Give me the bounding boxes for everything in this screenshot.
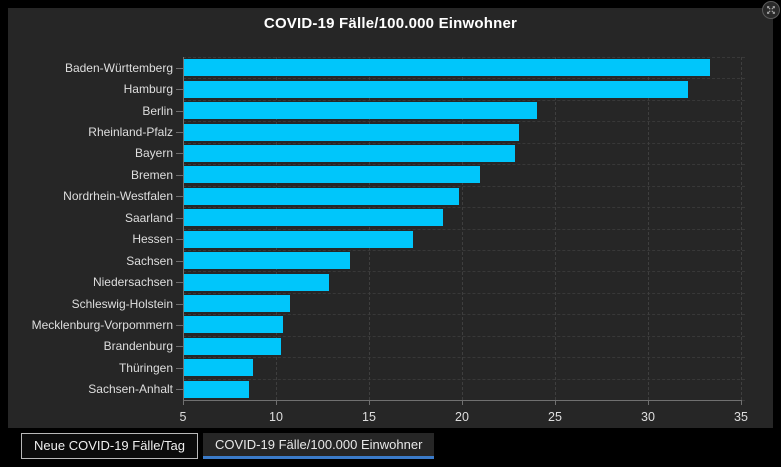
- x-axis-tick-label: 30: [641, 410, 655, 424]
- chart-bar[interactable]: [184, 166, 480, 184]
- chart-bar[interactable]: [184, 273, 330, 291]
- category-tick: [176, 239, 183, 241]
- category-label: Mecklenburg-Vorpommern: [31, 317, 173, 332]
- category-tick: [176, 346, 183, 348]
- gridline-vertical: [276, 57, 277, 400]
- category-tick: [176, 196, 183, 198]
- x-axis-tick-label: 5: [179, 410, 187, 424]
- category-tick: [176, 153, 183, 155]
- gridline-horizontal: [183, 99, 745, 101]
- gridline-horizontal: [183, 121, 745, 123]
- chart-bar[interactable]: [184, 337, 281, 355]
- chart-bar[interactable]: [184, 230, 413, 248]
- x-axis-tick-label: 20: [455, 410, 469, 424]
- tab-covid-faelle-100k-einwohner[interactable]: COVID-19 Fälle/100.000 Einwohner: [203, 433, 435, 459]
- chart-bar[interactable]: [184, 123, 519, 141]
- x-axis-tick: [183, 400, 184, 405]
- gridline-horizontal: [183, 207, 745, 209]
- chart-bar[interactable]: [184, 295, 291, 313]
- category-tick: [176, 110, 183, 112]
- category-label: Bremen: [130, 167, 173, 182]
- chart-bar[interactable]: [184, 380, 250, 398]
- x-axis-tick-label: 10: [269, 410, 283, 424]
- gridline-vertical: [555, 57, 556, 400]
- category-tick: [176, 260, 183, 262]
- category-tick: [176, 389, 183, 391]
- category-label: Sachsen: [126, 253, 173, 268]
- category-label: Hessen: [132, 232, 173, 247]
- category-label: Baden-Württemberg: [64, 60, 173, 75]
- gridline-horizontal: [183, 57, 745, 58]
- gridline-horizontal: [183, 378, 745, 380]
- gridline-horizontal: [183, 357, 745, 359]
- x-axis-tick-label: 35: [734, 410, 748, 424]
- x-axis-tick-label: 25: [548, 410, 562, 424]
- chart-bar[interactable]: [184, 102, 538, 120]
- category-label: Niedersachsen: [92, 275, 173, 290]
- y-axis-line: [183, 57, 184, 400]
- chart-bar[interactable]: [184, 252, 350, 270]
- category-label: Saarland: [124, 210, 173, 225]
- chart-bar[interactable]: [184, 80, 689, 98]
- chart-bar[interactable]: [184, 209, 443, 227]
- chart-panel: COVID-19 Fälle/100.000 Einwohner 5 10 15 20…: [8, 8, 773, 428]
- gridline-horizontal: [183, 164, 745, 166]
- gridline-horizontal: [183, 271, 745, 273]
- gridline-horizontal: [183, 249, 745, 251]
- gridline-vertical: [462, 57, 463, 400]
- x-axis-tick: [555, 400, 556, 405]
- chart-bar[interactable]: [184, 59, 711, 77]
- gridline-vertical: [369, 57, 370, 400]
- category-label: Schleswig-Holstein: [71, 296, 173, 311]
- plot-area: 5 10 15 20 25 30 35 Baden-Württemberg Hamburg Ber…: [32, 57, 748, 424]
- x-axis-line: [183, 400, 742, 401]
- gridline-horizontal: [183, 185, 745, 187]
- category-tick: [176, 132, 183, 134]
- category-tick: [176, 89, 183, 91]
- x-axis-tick: [648, 400, 649, 405]
- category-label: Rheinland-Pfalz: [88, 125, 173, 140]
- chart-bar[interactable]: [184, 316, 283, 334]
- category-label: Hamburg: [123, 82, 173, 97]
- chart-bar[interactable]: [184, 359, 253, 377]
- gridline-vertical: [648, 57, 649, 400]
- category-tick: [176, 324, 183, 326]
- category-label: Bayern: [134, 146, 173, 161]
- chart-title: COVID-19 Fälle/100.000 Einwohner: [263, 15, 518, 32]
- category-tick: [176, 303, 183, 305]
- category-tick: [176, 217, 183, 219]
- expand-button[interactable]: [762, 1, 780, 19]
- tab-neue-covid-faelle-tag[interactable]: Neue COVID-19 Fälle/Tag: [21, 433, 199, 459]
- category-tick: [176, 282, 183, 284]
- x-axis-tick-label: 15: [362, 410, 376, 424]
- category-tick: [176, 367, 183, 369]
- gridline-horizontal: [183, 335, 745, 337]
- category-tick: [176, 174, 183, 176]
- tab-bar: Neue COVID-19 Fälle/Tag COVID-19 Fälle/1…: [21, 433, 435, 459]
- gridline-horizontal: [183, 292, 745, 294]
- expand-arrows-icon: [767, 6, 775, 14]
- category-label: Thüringen: [118, 360, 173, 375]
- x-axis-tick: [462, 400, 463, 405]
- gridline-horizontal: [183, 78, 745, 80]
- x-axis-tick: [369, 400, 370, 405]
- category-label: Sachsen-Anhalt: [88, 382, 173, 397]
- x-axis-tick: [741, 400, 742, 405]
- category-label: Berlin: [142, 103, 173, 118]
- gridline-horizontal: [183, 142, 745, 144]
- gridline-horizontal: [183, 314, 745, 316]
- chart-bar[interactable]: [184, 144, 516, 162]
- x-axis-tick: [276, 400, 277, 405]
- category-label: Brandenburg: [103, 339, 173, 354]
- gridline-vertical: [741, 57, 742, 400]
- category-tick: [176, 67, 183, 69]
- gridline-horizontal: [183, 228, 745, 230]
- chart-bar[interactable]: [184, 187, 460, 205]
- category-label: Nordrhein-Westfalen: [63, 189, 173, 204]
